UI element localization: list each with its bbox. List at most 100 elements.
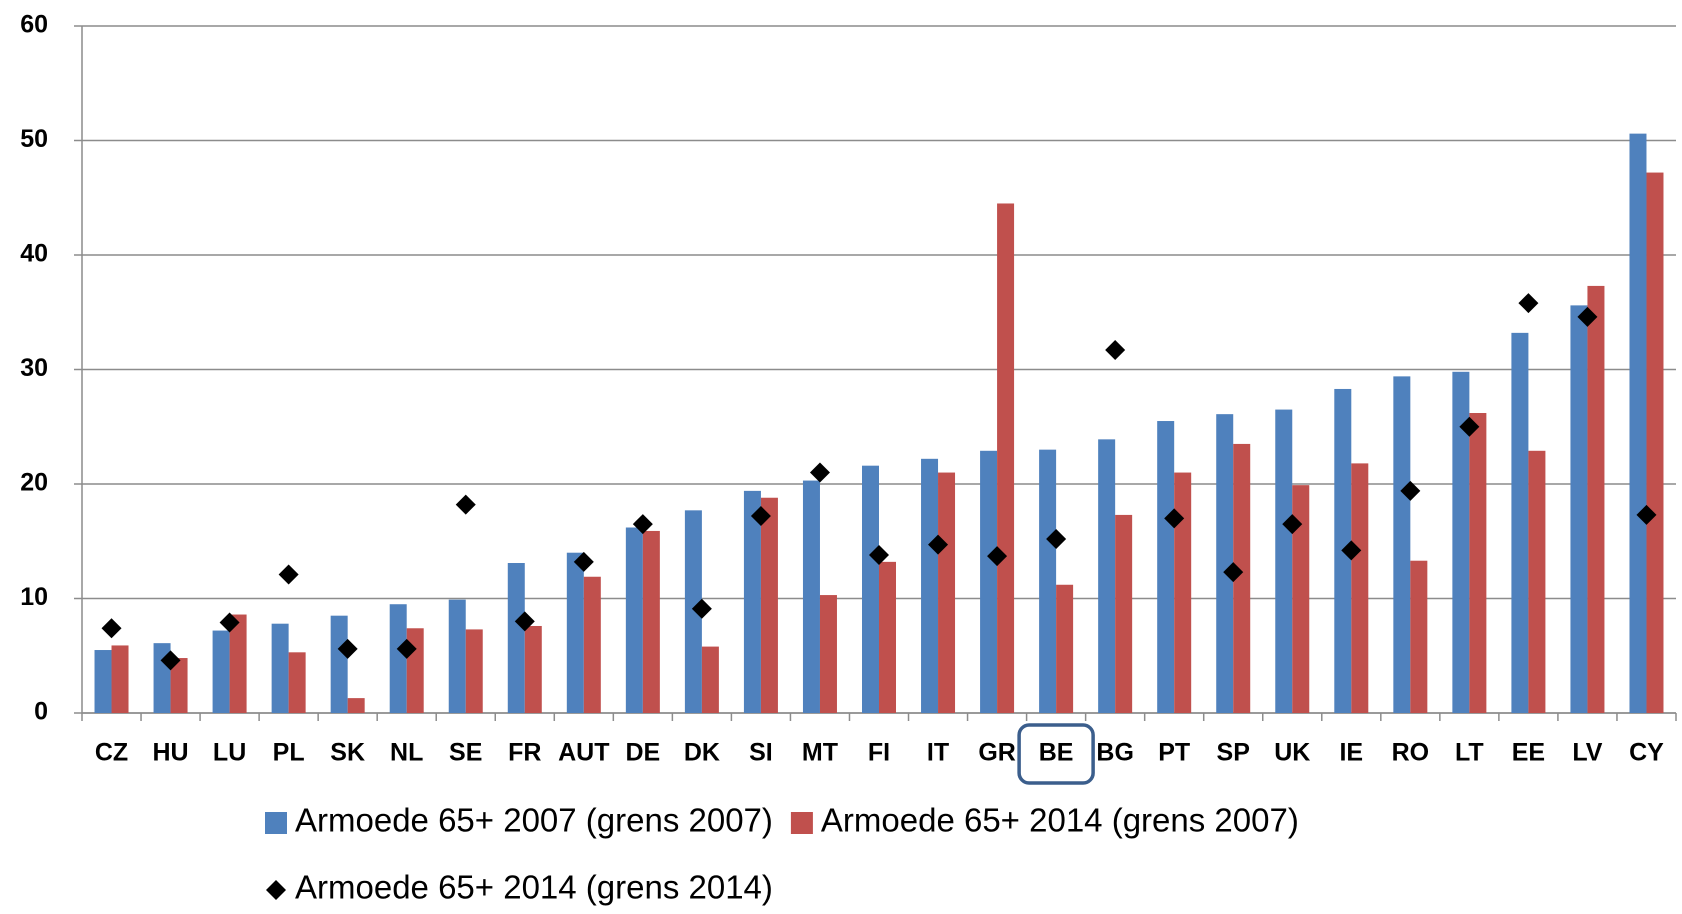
bar (347, 698, 365, 713)
x-tick-label: GR (978, 739, 1016, 767)
bar (760, 497, 778, 713)
x-tick-label: BE (1039, 739, 1074, 767)
bar (1629, 133, 1647, 713)
highlight-box (1017, 723, 1095, 785)
bar (701, 646, 719, 713)
marker (1636, 504, 1657, 525)
legend-label: Armoede 65+ 2007 (grens 2007) (295, 802, 773, 839)
bar (684, 510, 702, 713)
bar (566, 552, 584, 713)
marker (1459, 416, 1480, 437)
y-tick-label: 0 (34, 698, 48, 726)
marker (1518, 293, 1539, 314)
y-tick-label: 30 (20, 354, 48, 382)
x-tick-label: CZ (95, 739, 128, 767)
marker (1400, 480, 1421, 501)
x-tick-label: PT (1158, 739, 1190, 767)
bar (330, 615, 348, 713)
y-tick-label: 50 (20, 125, 48, 153)
bar (1452, 371, 1470, 713)
x-tick-label: LT (1455, 739, 1484, 767)
x-tick-label: IE (1339, 739, 1363, 767)
bar (583, 576, 601, 713)
marker (928, 534, 949, 555)
x-tick-label: PL (273, 739, 305, 767)
y-tick-label: 60 (20, 11, 48, 39)
x-tick-label: FI (868, 739, 890, 767)
x-tick-label: FR (508, 739, 541, 767)
y-tick-label: 40 (20, 240, 48, 268)
legend-swatch (790, 812, 813, 834)
x-tick-label: SK (330, 739, 365, 767)
marker (455, 494, 476, 515)
x-tick-label: SI (749, 739, 773, 767)
bar (1469, 413, 1487, 713)
marker (514, 611, 535, 632)
x-tick-label: MT (802, 739, 838, 767)
bar (1157, 421, 1175, 713)
bar (862, 465, 879, 713)
bar (1056, 584, 1074, 713)
x-tick-label: EE (1512, 739, 1545, 767)
marker (337, 638, 358, 659)
x-tick-label: NL (390, 739, 423, 767)
bar (1292, 485, 1310, 713)
marker (1282, 514, 1303, 535)
bar (1233, 443, 1251, 713)
bar (111, 645, 129, 713)
bar (1511, 332, 1529, 713)
bar (743, 490, 761, 713)
bar (1039, 449, 1057, 713)
marker (750, 506, 771, 527)
marker (869, 544, 889, 565)
x-tick-label: SP (1217, 739, 1250, 767)
bar (507, 563, 525, 713)
bar (1351, 463, 1369, 713)
x-tick-label: RO (1392, 739, 1430, 767)
bar (1587, 285, 1605, 713)
marker (1105, 340, 1126, 361)
x-tick-label: HU (153, 739, 189, 767)
x-tick-label: AUT (558, 739, 609, 767)
bar (819, 595, 837, 713)
bar (94, 650, 112, 713)
bar (1098, 439, 1116, 713)
marker (691, 598, 712, 619)
marker (1577, 306, 1598, 327)
legend-label: Armoede 65+ 2014 (grens 2014) (295, 869, 773, 906)
x-tick-label: UK (1274, 739, 1310, 767)
bar (980, 450, 998, 713)
bar (288, 652, 306, 713)
bar (465, 629, 483, 713)
x-tick-label: IT (927, 739, 949, 767)
marker (573, 551, 594, 572)
marker (278, 564, 299, 585)
marker (632, 514, 653, 535)
bar (448, 599, 466, 713)
bar (271, 623, 289, 713)
bar (406, 628, 424, 713)
marker (219, 612, 240, 633)
marker (1046, 528, 1067, 549)
marker (987, 546, 1008, 567)
bar (524, 625, 542, 713)
x-tick-label: LV (1572, 739, 1602, 767)
marker (809, 462, 830, 483)
bar (938, 472, 956, 713)
x-tick-label: LU (213, 739, 246, 767)
bar (212, 630, 230, 713)
bar (1275, 409, 1293, 713)
bar (625, 527, 643, 713)
bar (642, 530, 660, 713)
bar (170, 658, 188, 713)
bar (1115, 514, 1133, 713)
bar (1410, 560, 1428, 713)
bar (1216, 414, 1234, 713)
bar (1393, 376, 1411, 713)
marker (1341, 540, 1362, 561)
bar (1174, 472, 1192, 713)
marker (101, 618, 122, 639)
bar (1528, 450, 1546, 713)
marker (1164, 508, 1185, 529)
